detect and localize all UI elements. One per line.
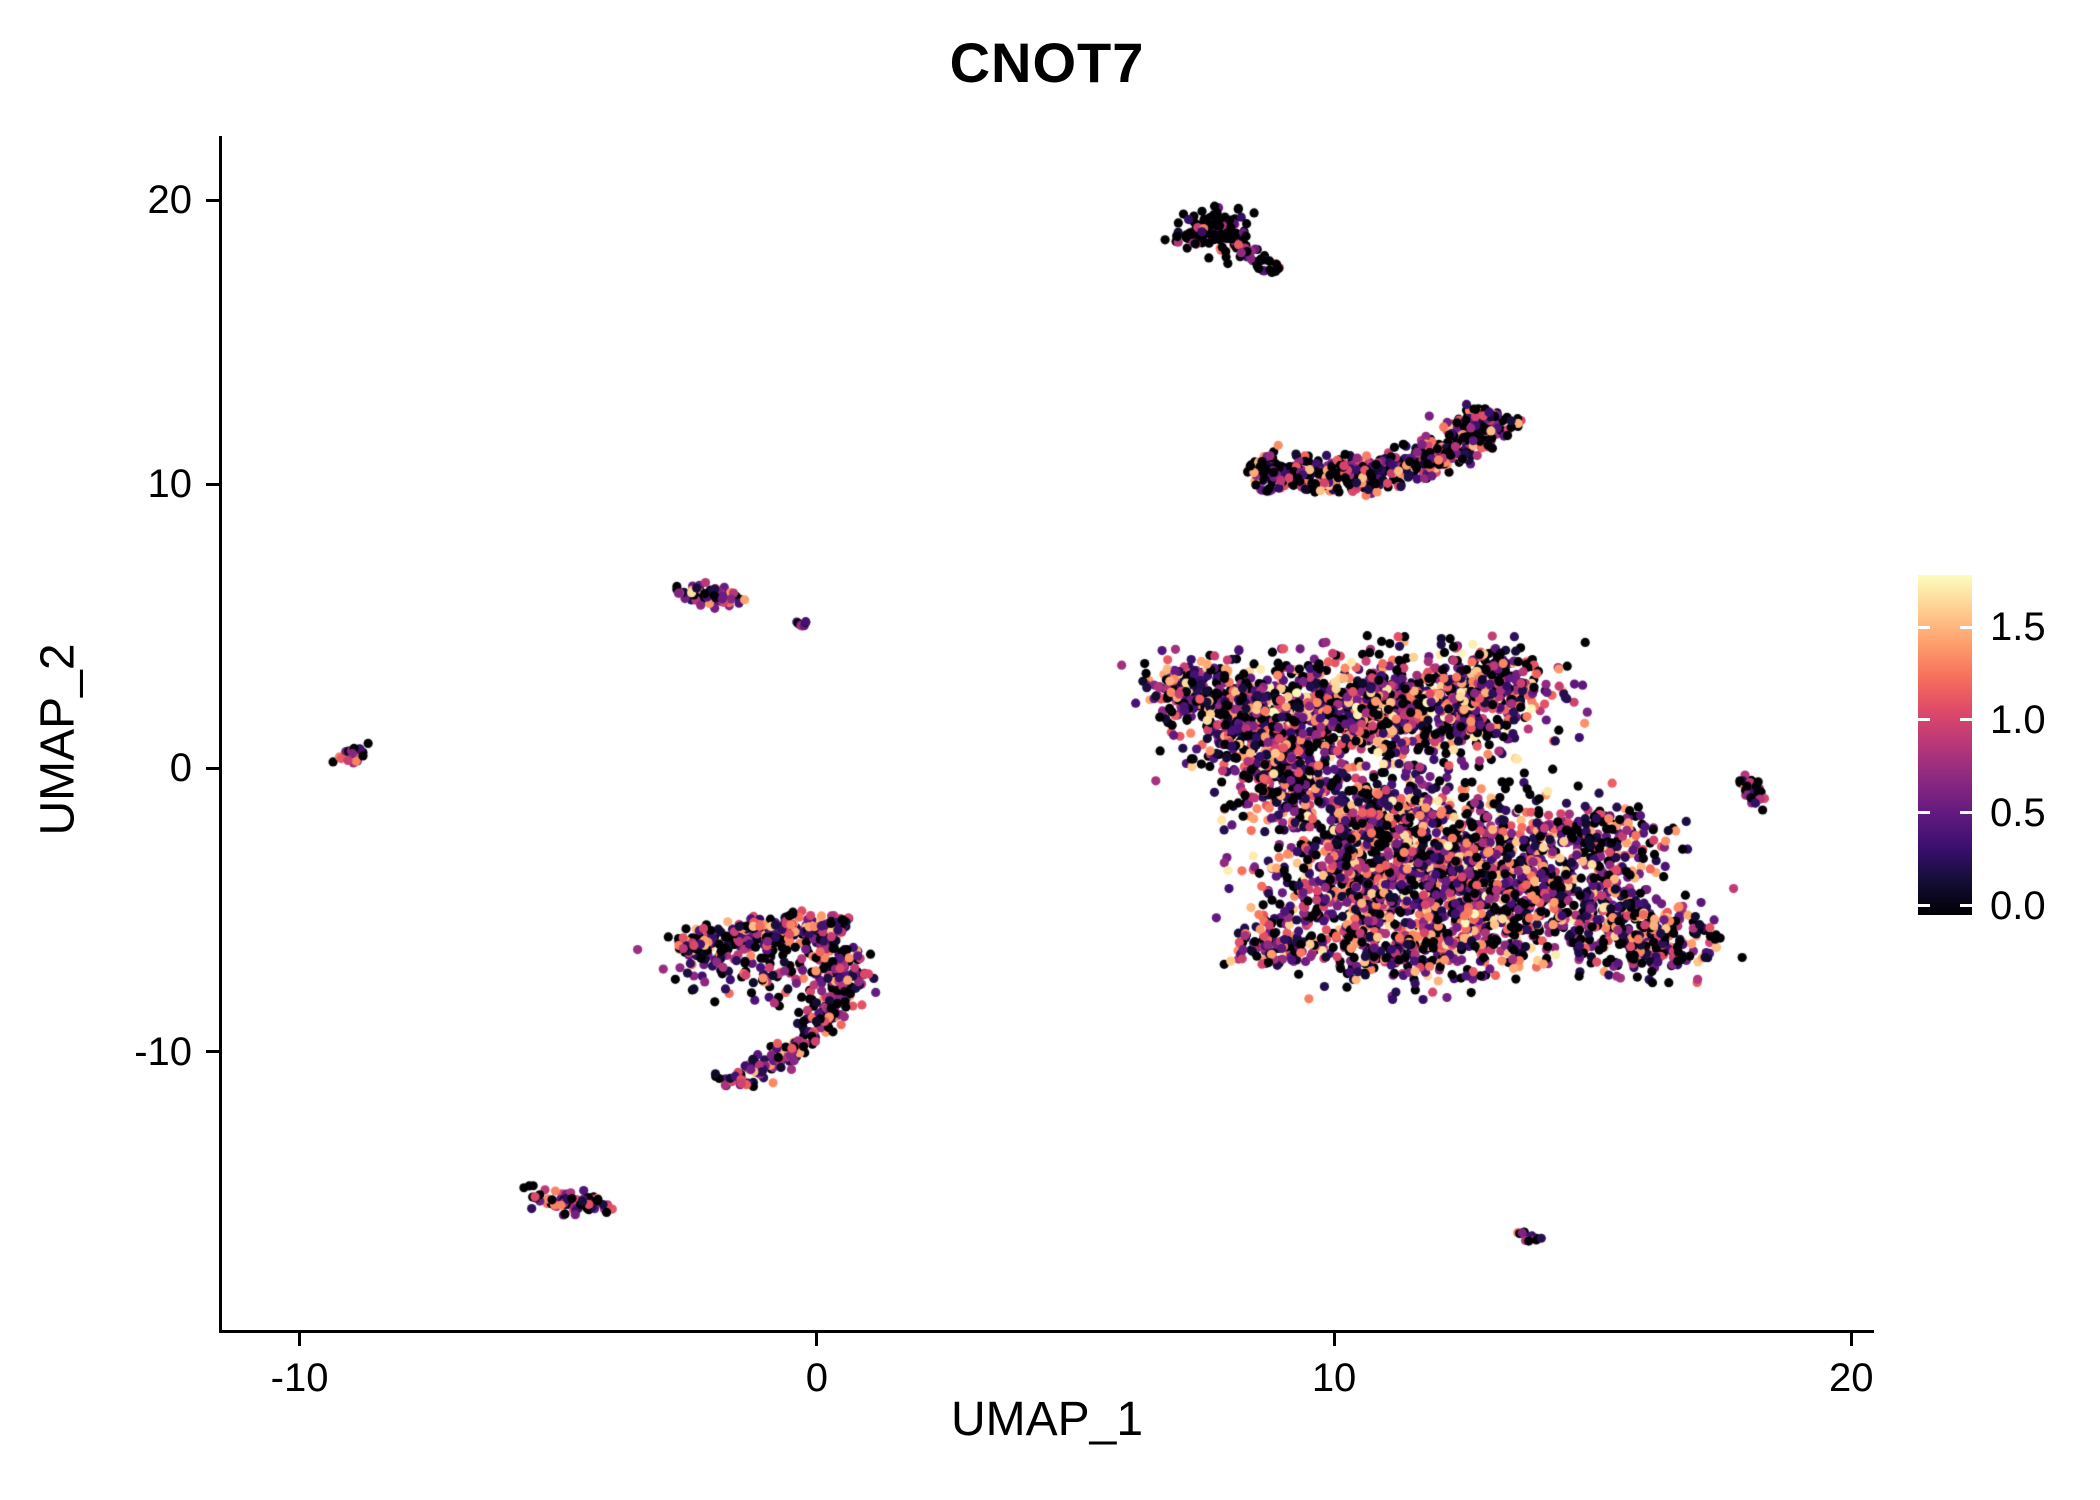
y-axis-title: UMAP_2 xyxy=(31,643,85,836)
x-tick-mark xyxy=(1849,1333,1853,1346)
colorbar-tick-left xyxy=(1918,811,1930,815)
y-tick-label: 20 xyxy=(147,178,193,223)
colorbar-tick-left xyxy=(1918,625,1930,629)
colorbar-tick-left xyxy=(1918,904,1930,908)
colorbar-tick-right xyxy=(1960,904,1972,908)
y-tick-label: 0 xyxy=(169,746,192,791)
x-tick-mark xyxy=(298,1333,302,1346)
colorbar-tick-right xyxy=(1960,811,1972,815)
colorbar-tick-label: 0.5 xyxy=(1990,790,2046,835)
x-tick-mark xyxy=(815,1333,819,1346)
colorbar-tick-label: 0.0 xyxy=(1990,883,2046,928)
x-tick-mark xyxy=(1332,1333,1336,1346)
colorbar-tick-label: 1.5 xyxy=(1990,605,2046,650)
x-tick-label: -10 xyxy=(270,1356,329,1400)
y-axis-line xyxy=(219,136,222,1333)
x-tick-label: 0 xyxy=(805,1356,828,1400)
x-axis-title: UMAP_1 xyxy=(950,1393,1144,1446)
colorbar-tick-left xyxy=(1918,718,1930,722)
x-axis-line xyxy=(219,1330,1874,1333)
colorbar-tick-right xyxy=(1960,718,1972,722)
y-tick-mark xyxy=(206,766,219,770)
colorbar-tick-label: 1.0 xyxy=(1990,697,2046,742)
x-tick-label: 20 xyxy=(1829,1356,1874,1400)
colorbar-gradient xyxy=(1918,575,1972,915)
y-tick-mark xyxy=(206,198,219,202)
x-tick-label: 10 xyxy=(1311,1356,1357,1400)
colorbar-tick-right xyxy=(1960,625,1972,629)
y-tick-mark xyxy=(206,1050,219,1054)
y-tick-label: -10 xyxy=(134,1029,192,1074)
y-tick-label: 10 xyxy=(147,462,193,507)
chart-title: CNOT7 xyxy=(949,31,1145,94)
y-tick-mark xyxy=(206,482,219,486)
